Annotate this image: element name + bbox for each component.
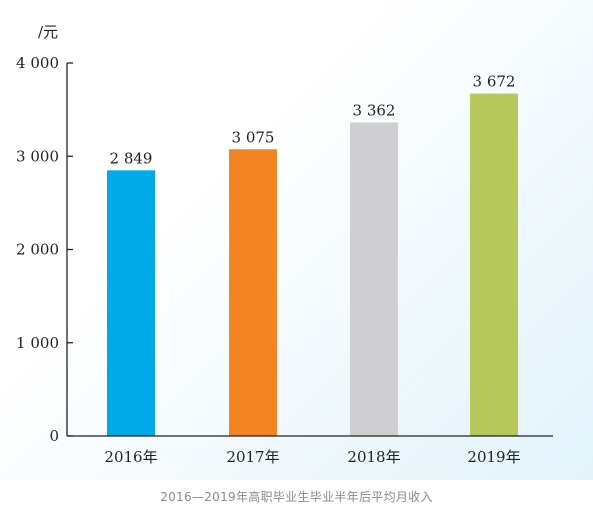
y-axis-unit-label: /元 (38, 23, 58, 41)
bar-value-label: 3 075 (232, 128, 275, 146)
bar-value-label: 2 849 (110, 149, 153, 167)
x-category-label: 2017年 (226, 448, 279, 466)
y-axis-ticks: 0 1 000 2 000 3 000 4 000 (16, 54, 73, 445)
x-category-label: 2016年 (104, 448, 157, 466)
data-labels: 2 849 3 075 3 362 3 672 (110, 73, 516, 168)
y-tick-label: 2 000 (16, 241, 59, 259)
chart-caption: 2016—2019年高职毕业生毕业半年后平均月收入 (160, 490, 433, 504)
bar-chart: /元 0 1 000 2 000 3 000 4 000 2 849 3 075 3 362… (16, 23, 553, 466)
chart-area: /元 0 1 000 2 000 3 000 4 000 2 849 3 075 3 362… (0, 0, 593, 480)
x-axis-labels: 2016年 2017年 2018年 2019年 (104, 448, 520, 466)
bar-3 (350, 122, 398, 436)
y-tick-label: 0 (49, 427, 59, 445)
y-tick-label: 3 000 (16, 147, 59, 165)
bar-value-label: 3 672 (473, 73, 516, 91)
x-category-label: 2019年 (467, 448, 520, 466)
y-tick-label: 1 000 (16, 334, 59, 352)
bar-4 (470, 93, 518, 436)
bar-value-label: 3 362 (353, 101, 396, 119)
y-tick-label: 4 000 (16, 54, 59, 72)
bars (107, 93, 518, 436)
bar-2 (229, 149, 277, 436)
x-category-label: 2018年 (347, 448, 400, 466)
bar-1 (107, 170, 155, 436)
